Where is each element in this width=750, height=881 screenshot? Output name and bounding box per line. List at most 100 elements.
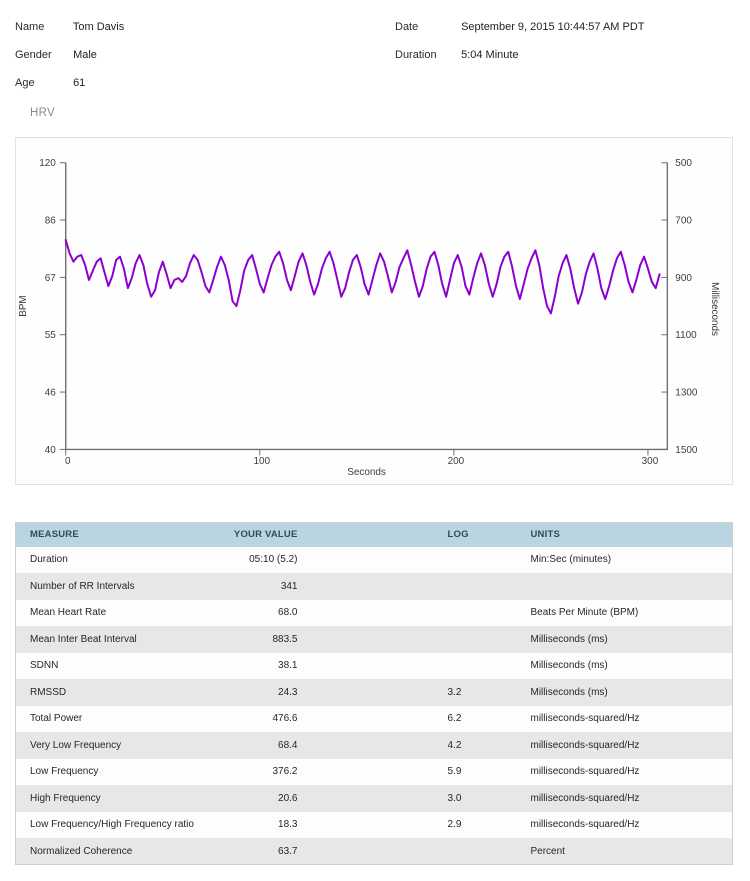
- units-cell: milliseconds-squared/Hz: [530, 713, 640, 725]
- log-cell: 4.2: [447, 739, 462, 751]
- units-cell: Min:Sec (minutes): [530, 554, 612, 566]
- col-header-measure: MEASURE: [30, 529, 79, 541]
- log-cell: [448, 547, 498, 574]
- gender-value: Male: [73, 49, 97, 61]
- table-row: Duration 05:10 (5.2) Min:Sec (minutes): [15, 546, 733, 574]
- measure-cell: Number of RR Intervals: [30, 580, 135, 592]
- duration-value: 5:04 Minute: [461, 49, 519, 61]
- x-axis-title: Seconds: [347, 467, 386, 478]
- value-cell: 05:10 (5.2): [249, 554, 298, 566]
- value-cell: 376.2: [272, 766, 298, 778]
- value-cell: 38.1: [278, 660, 298, 672]
- duration-row: Duration 5:04 Minute: [395, 41, 645, 69]
- left-tick-label: 46: [45, 388, 57, 399]
- measure-cell: Very Low Frequency: [30, 739, 122, 751]
- hrv-chart-card: 120 86 67 55 46 40 500 700 900 1100 1300 1500 0 100 20…: [15, 137, 733, 485]
- measure-cell: Low Frequency: [30, 766, 99, 778]
- value-cell: 341: [280, 580, 298, 592]
- measures-table-head: MEASURE YOUR VALUE LOG UNITS: [15, 522, 733, 547]
- spacer-cell: [498, 653, 531, 680]
- units-cell: [531, 573, 733, 600]
- header-spacer: [498, 523, 531, 547]
- spacer-cell: [298, 732, 448, 759]
- value-cell: 68.4: [278, 739, 298, 751]
- measure-cell: Normalized Coherence: [30, 845, 133, 857]
- name-label: Name: [15, 21, 45, 33]
- log-cell: 3.0: [447, 792, 462, 804]
- log-cell: [448, 573, 498, 600]
- session-info-left: Name Tom Davis Gender Male Age 61: [15, 13, 124, 97]
- date-label: Date: [395, 21, 419, 33]
- right-tick-label: 1500: [675, 445, 698, 456]
- log-cell: [448, 600, 498, 627]
- right-tick-label: 900: [675, 273, 692, 284]
- table-row: Mean Heart Rate 68.0 Beats Per Minute (BPM…: [15, 599, 733, 627]
- measure-cell: Mean Heart Rate: [30, 607, 107, 619]
- log-cell: 6.2: [447, 713, 462, 725]
- value-cell: 18.3: [278, 819, 298, 831]
- spacer-cell: [298, 679, 448, 706]
- date-row: Date September 9, 2015 10:44:57 AM PDT: [395, 13, 645, 41]
- value-cell: 24.3: [278, 686, 298, 698]
- log-cell: 5.9: [447, 766, 462, 778]
- units-cell: Percent: [530, 845, 565, 857]
- spacer-cell: [498, 785, 531, 812]
- table-row: Low Frequency 376.2 5.9 milliseconds-square…: [15, 758, 733, 786]
- name-value: Tom Davis: [72, 21, 125, 33]
- spacer-cell: [498, 838, 531, 865]
- chart-title: HRV: [30, 107, 55, 119]
- log-cell: [448, 626, 498, 653]
- table-row: Low Frequency/High Frequency ratio 18.3 2.…: [15, 811, 733, 839]
- value-cell: 63.7: [278, 845, 298, 857]
- right-tick-label: 1100: [675, 330, 697, 341]
- right-tick-label: 700: [675, 216, 692, 227]
- left-tick-label: 55: [45, 330, 57, 341]
- spacer-cell: [498, 706, 531, 733]
- measures-table: MEASURE YOUR VALUE LOG UNITS Duration 05:…: [15, 522, 733, 865]
- left-tick-label: 86: [45, 216, 57, 227]
- gender-label: Gender: [15, 49, 52, 61]
- name-row: Name Tom Davis: [15, 13, 124, 41]
- x-tick-label: 0: [65, 456, 71, 467]
- measure-cell: Duration: [30, 554, 68, 566]
- units-cell: milliseconds-squared/Hz: [530, 792, 640, 804]
- left-tick-label: 67: [45, 273, 57, 284]
- date-value: September 9, 2015 10:44:57 AM PDT: [461, 21, 645, 33]
- spacer-cell: [498, 679, 531, 706]
- table-row: Very Low Frequency 68.4 4.2 milliseconds-sq…: [15, 732, 733, 759]
- spacer-cell: [298, 812, 448, 839]
- units-cell: Milliseconds (ms): [530, 633, 608, 645]
- spacer-cell: [298, 759, 448, 786]
- spacer-cell: [498, 573, 531, 600]
- spacer-cell: [298, 573, 448, 600]
- right-tick-label: 1300: [675, 388, 698, 399]
- col-header-your-value: YOUR VALUE: [233, 529, 298, 541]
- spacer-cell: [498, 732, 531, 759]
- right-axis-title: Milliseconds: [709, 282, 720, 336]
- spacer-cell: [498, 812, 531, 839]
- chart-axes: [65, 162, 669, 451]
- table-row: Total Power 476.6 6.2 milliseconds-squared/…: [15, 705, 733, 733]
- value-cell: 476.6: [272, 713, 298, 725]
- measure-cell: SDNN: [30, 660, 59, 672]
- spacer-cell: [498, 759, 531, 786]
- measure-cell: Mean Inter Beat Interval: [30, 633, 137, 645]
- units-cell: milliseconds-squared/Hz: [530, 766, 640, 778]
- table-row: Number of RR Intervals 341: [15, 573, 733, 600]
- left-tick-label: 120: [39, 158, 56, 169]
- spacer-cell: [298, 653, 448, 680]
- spacer-cell: [298, 838, 448, 865]
- age-value: 61: [73, 77, 86, 89]
- table-row: Normalized Coherence 63.7 Percent: [15, 838, 733, 865]
- session-info-right: Date September 9, 2015 10:44:57 AM PDT D…: [395, 13, 645, 69]
- measure-cell: Total Power: [30, 713, 83, 725]
- table-row: SDNN 38.1 Milliseconds (ms): [15, 652, 733, 680]
- left-tick-label: 40: [45, 445, 57, 456]
- left-axis-title: BPM: [18, 295, 29, 316]
- x-tick-label: 200: [448, 456, 465, 467]
- log-cell: 3.2: [447, 686, 462, 698]
- units-cell: Milliseconds (ms): [530, 686, 608, 698]
- spacer-cell: [298, 785, 448, 812]
- col-header-units: UNITS: [530, 529, 560, 541]
- spacer-cell: [298, 626, 448, 653]
